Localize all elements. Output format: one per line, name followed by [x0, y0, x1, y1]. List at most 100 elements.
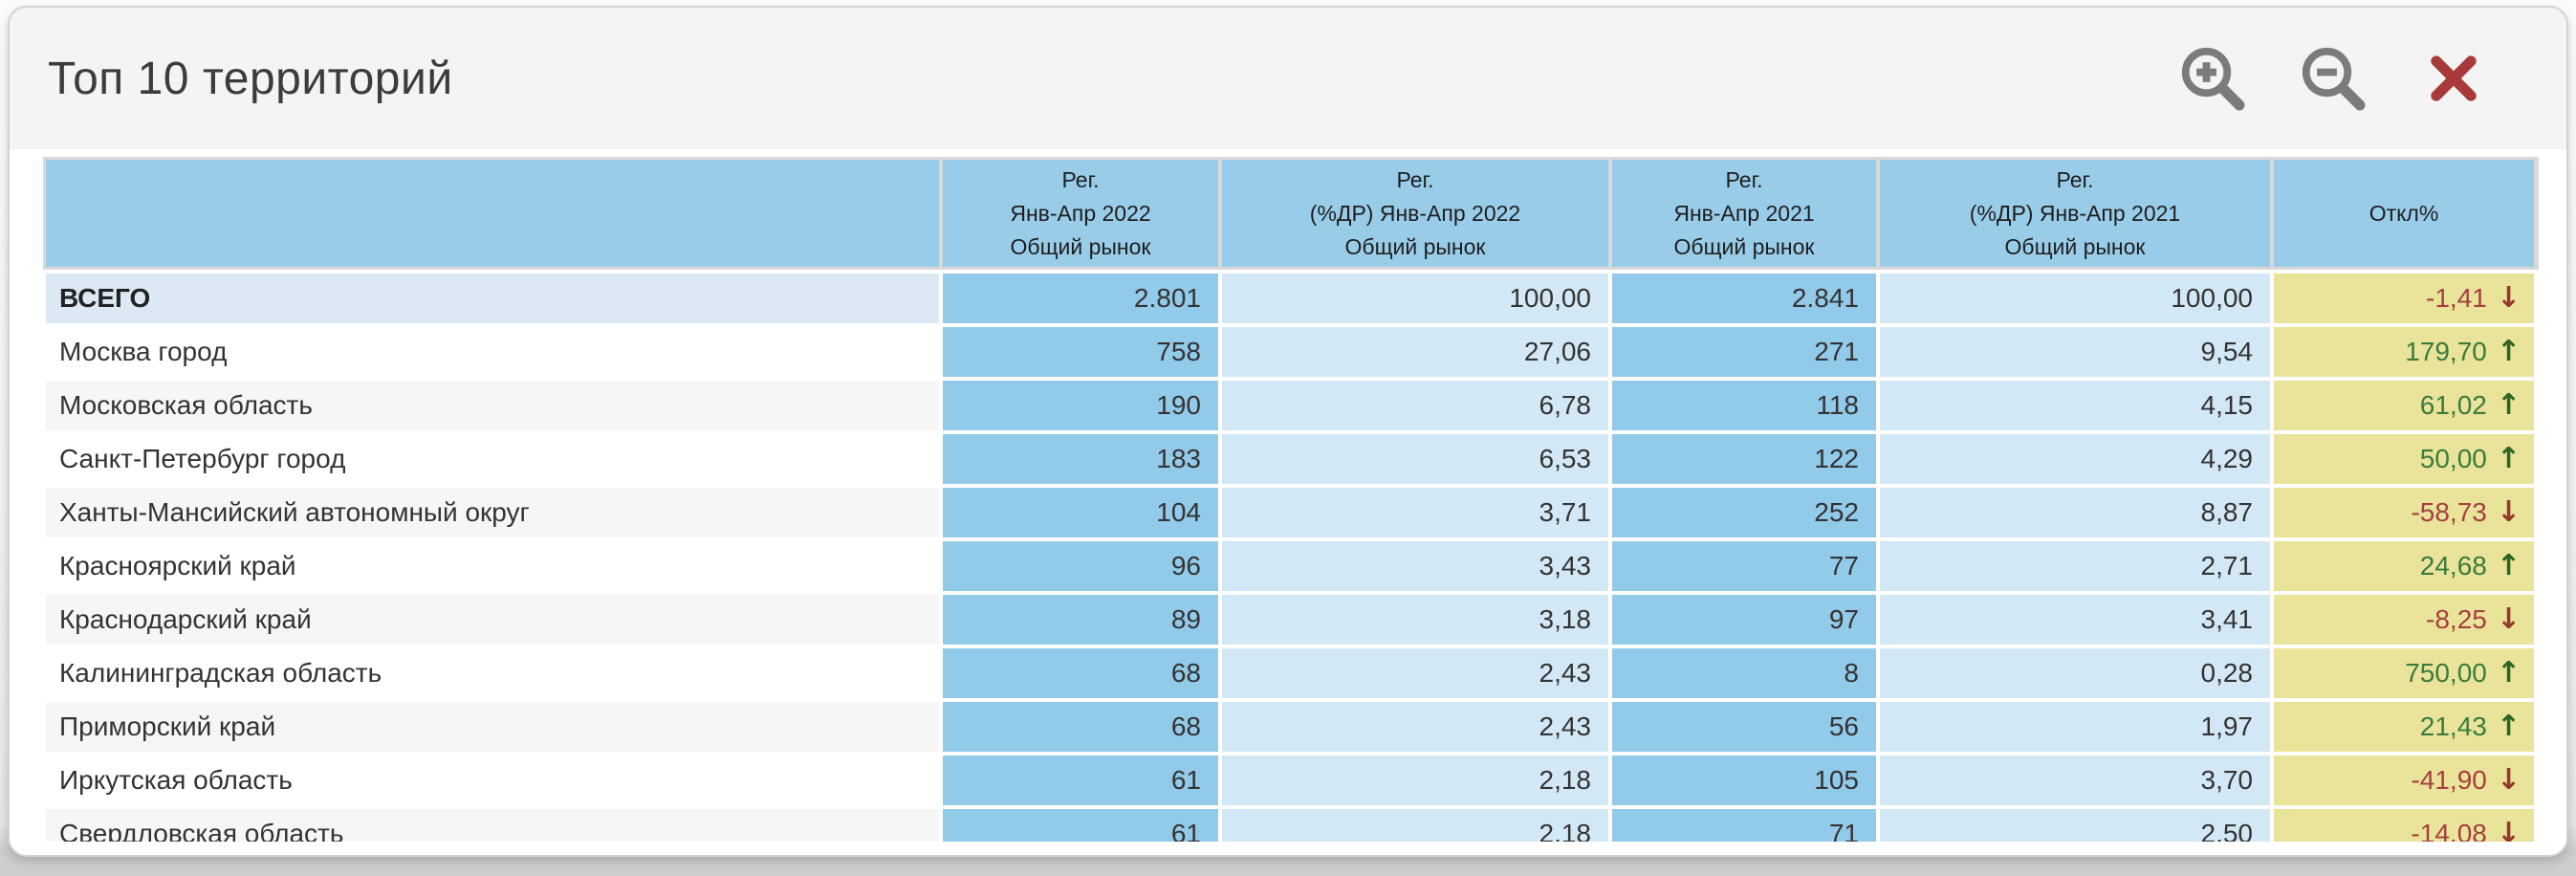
trend-arrow-icon: [2497, 766, 2521, 795]
deviation-value: 50,00: [2419, 444, 2487, 473]
reg-2021-cell: 77: [1612, 541, 1876, 591]
pct-2021-cell: 3,41: [1880, 595, 2270, 645]
zoom-out-icon: [2302, 47, 2366, 111]
col-header-deviation: Откл%: [2274, 160, 2534, 267]
territory-cell: Свердловская область: [46, 809, 939, 842]
reg-2022-cell: 183: [943, 434, 1218, 484]
pct-2022-cell: 27,06: [1222, 327, 1608, 377]
trend-arrow-icon: [2497, 712, 2521, 741]
pct-2022-cell: 3,18: [1222, 595, 1608, 645]
pct-2021-cell: 100,00: [1880, 274, 2270, 323]
deviation-cell: 21,43: [2274, 702, 2534, 752]
reg-2021-cell: 122: [1612, 434, 1876, 484]
territory-cell: Красноярский край: [46, 541, 939, 591]
pct-2021-cell: 1,97: [1880, 702, 2270, 752]
close-button[interactable]: [2415, 40, 2492, 117]
col-header-pct-2021: Рег. (%ДР) Янв-Апр 2021 Общий рынок: [1880, 160, 2270, 267]
deviation-cell: 750,00: [2274, 648, 2534, 698]
deviation-value: 24,68: [2419, 551, 2487, 580]
zoom-out-button[interactable]: [2295, 40, 2371, 117]
reg-2021-cell: 8: [1612, 648, 1876, 698]
reg-2022-cell: 68: [943, 648, 1218, 698]
territory-cell: Ханты-Мансийский автономный округ: [46, 488, 939, 537]
pct-2022-cell: 2,43: [1222, 702, 1608, 752]
pct-2022-cell: 100,00: [1222, 274, 1608, 323]
pct-2021-cell: 2,50: [1880, 809, 2270, 842]
reg-2022-cell: 68: [943, 702, 1218, 752]
territory-cell: Москва город: [46, 327, 939, 377]
reg-2021-cell: 105: [1612, 756, 1876, 805]
reg-2021-cell: 118: [1612, 381, 1876, 430]
pct-2021-cell: 8,87: [1880, 488, 2270, 537]
deviation-value: -1,41: [2426, 283, 2487, 313]
deviation-value: 21,43: [2419, 712, 2487, 741]
reg-2022-cell: 190: [943, 381, 1218, 430]
deviation-cell: -41,90: [2274, 756, 2534, 805]
reg-2022-cell: 96: [943, 541, 1218, 591]
reg-2021-cell: 56: [1612, 702, 1876, 752]
territory-cell: Приморский край: [46, 702, 939, 752]
pct-2021-cell: 9,54: [1880, 327, 2270, 377]
pct-2022-cell: 6,78: [1222, 381, 1608, 430]
territory-cell: Московская область: [46, 381, 939, 430]
zoom-in-button[interactable]: [2174, 40, 2251, 117]
reg-2022-cell: 61: [943, 756, 1218, 805]
deviation-cell: 24,68: [2274, 541, 2534, 591]
col-header-pct-2022: Рег. (%ДР) Янв-Апр 2022 Общий рынок: [1222, 160, 1608, 267]
trend-arrow-icon: [2497, 445, 2521, 473]
deviation-value: -14,08: [2411, 819, 2487, 842]
window-controls: [2174, 40, 2492, 117]
zoom-in-icon: [2181, 47, 2245, 111]
pct-2021-cell: 2,71: [1880, 541, 2270, 591]
trend-arrow-icon: [2497, 338, 2521, 366]
deviation-cell: 61,02: [2274, 381, 2534, 430]
trend-arrow-icon: [2497, 659, 2521, 688]
deviation-cell: -8,25: [2274, 595, 2534, 645]
trend-arrow-icon: [2497, 498, 2521, 527]
deviation-value: -58,73: [2411, 497, 2487, 527]
territory-cell: ВСЕГО: [46, 274, 939, 323]
pct-2022-cell: 2,43: [1222, 648, 1608, 698]
deviation-value: -41,90: [2411, 765, 2487, 795]
territories-table: Рег. Янв-Апр 2022 Общий рынок Рег. (%ДР)…: [43, 157, 2543, 842]
deviation-cell: -58,73: [2274, 488, 2534, 537]
trend-arrow-icon: [2497, 820, 2521, 842]
deviation-cell: -1,41: [2274, 274, 2534, 323]
page-title: Топ 10 территорий: [48, 53, 453, 104]
trend-arrow-icon: [2497, 284, 2521, 313]
reg-2022-cell: 61: [943, 809, 1218, 842]
window-header: Топ 10 территорий: [10, 8, 2566, 149]
territory-cell: Санкт-Петербург город: [46, 434, 939, 484]
pct-2021-cell: 3,70: [1880, 756, 2270, 805]
deviation-value: 750,00: [2405, 658, 2487, 688]
reg-2022-cell: 758: [943, 327, 1218, 377]
pct-2021-cell: 0,28: [1880, 648, 2270, 698]
pct-2022-cell: 6,53: [1222, 434, 1608, 484]
pct-2021-cell: 4,15: [1880, 381, 2270, 430]
col-header-reg-2021: Рег. Янв-Апр 2021 Общий рынок: [1612, 160, 1876, 267]
top10-territories-window: Топ 10 территорий: [8, 6, 2568, 857]
reg-2021-cell: 97: [1612, 595, 1876, 645]
deviation-value: 61,02: [2419, 390, 2487, 420]
table-header-row: Рег. Янв-Апр 2022 Общий рынок Рег. (%ДР)…: [43, 157, 2539, 270]
close-icon: [2431, 55, 2477, 101]
reg-2021-cell: 2.841: [1612, 274, 1876, 323]
territory-cell: Калининградская область: [46, 648, 939, 698]
deviation-cell: 179,70: [2274, 327, 2534, 377]
trend-arrow-icon: [2497, 391, 2521, 420]
reg-2022-cell: 2.801: [943, 274, 1218, 323]
pct-2022-cell: 2,18: [1222, 809, 1608, 842]
reg-2021-cell: 71: [1612, 809, 1876, 842]
trend-arrow-icon: [2497, 552, 2521, 580]
pct-2022-cell: 2,18: [1222, 756, 1608, 805]
reg-2022-cell: 89: [943, 595, 1218, 645]
reg-2021-cell: 252: [1612, 488, 1876, 537]
deviation-value: -8,25: [2426, 604, 2487, 634]
trend-arrow-icon: [2497, 605, 2521, 634]
window-body: Рег. Янв-Апр 2022 Общий рынок Рег. (%ДР)…: [10, 149, 2566, 842]
col-header-territory: [46, 160, 939, 267]
col-header-reg-2022: Рег. Янв-Апр 2022 Общий рынок: [943, 160, 1218, 267]
pct-2022-cell: 3,71: [1222, 488, 1608, 537]
deviation-value: 179,70: [2405, 337, 2487, 366]
deviation-cell: 50,00: [2274, 434, 2534, 484]
